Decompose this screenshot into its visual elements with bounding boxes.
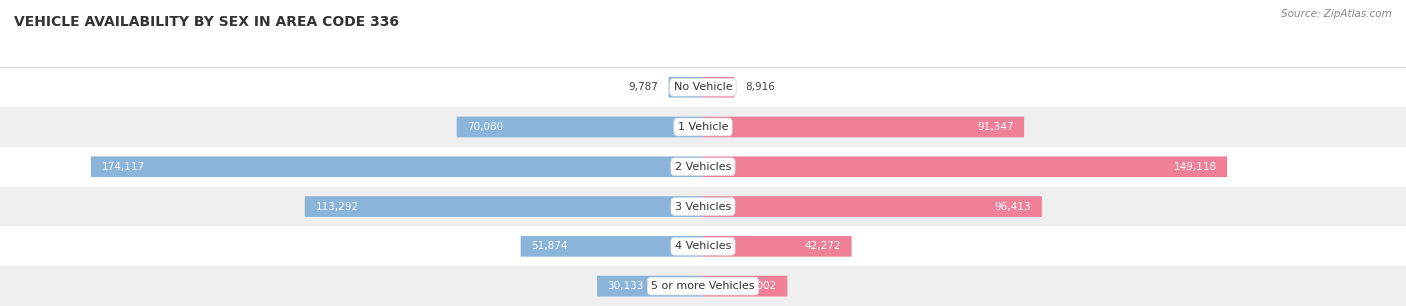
Text: 1 Vehicle: 1 Vehicle bbox=[678, 122, 728, 132]
Text: 174,117: 174,117 bbox=[101, 162, 145, 172]
Text: 149,118: 149,118 bbox=[1174, 162, 1216, 172]
Text: Source: ZipAtlas.com: Source: ZipAtlas.com bbox=[1281, 9, 1392, 19]
FancyBboxPatch shape bbox=[703, 196, 1042, 217]
FancyBboxPatch shape bbox=[520, 236, 703, 257]
Text: No Vehicle: No Vehicle bbox=[673, 82, 733, 92]
Text: 91,347: 91,347 bbox=[977, 122, 1014, 132]
FancyBboxPatch shape bbox=[703, 77, 734, 98]
FancyBboxPatch shape bbox=[703, 276, 787, 297]
Text: 9,787: 9,787 bbox=[628, 82, 658, 92]
Text: 4 Vehicles: 4 Vehicles bbox=[675, 241, 731, 251]
Bar bbox=[0, 67, 1406, 107]
Text: VEHICLE AVAILABILITY BY SEX IN AREA CODE 336: VEHICLE AVAILABILITY BY SEX IN AREA CODE… bbox=[14, 15, 399, 29]
Text: 30,133: 30,133 bbox=[607, 281, 644, 291]
Bar bbox=[0, 266, 1406, 306]
Text: 42,272: 42,272 bbox=[804, 241, 841, 251]
Bar bbox=[0, 107, 1406, 147]
Bar bbox=[0, 226, 1406, 266]
Text: 3 Vehicles: 3 Vehicles bbox=[675, 202, 731, 211]
FancyBboxPatch shape bbox=[457, 117, 703, 137]
Text: 113,292: 113,292 bbox=[315, 202, 359, 211]
FancyBboxPatch shape bbox=[703, 156, 1227, 177]
FancyBboxPatch shape bbox=[703, 236, 852, 257]
Text: 24,002: 24,002 bbox=[741, 281, 778, 291]
Text: 70,080: 70,080 bbox=[467, 122, 503, 132]
Text: 96,413: 96,413 bbox=[995, 202, 1032, 211]
FancyBboxPatch shape bbox=[598, 276, 703, 297]
FancyBboxPatch shape bbox=[91, 156, 703, 177]
Bar bbox=[0, 187, 1406, 226]
FancyBboxPatch shape bbox=[669, 77, 703, 98]
Text: 51,874: 51,874 bbox=[531, 241, 568, 251]
Text: 8,916: 8,916 bbox=[745, 82, 775, 92]
FancyBboxPatch shape bbox=[703, 117, 1024, 137]
Bar bbox=[0, 147, 1406, 187]
Text: 5 or more Vehicles: 5 or more Vehicles bbox=[651, 281, 755, 291]
Text: 2 Vehicles: 2 Vehicles bbox=[675, 162, 731, 172]
FancyBboxPatch shape bbox=[305, 196, 703, 217]
